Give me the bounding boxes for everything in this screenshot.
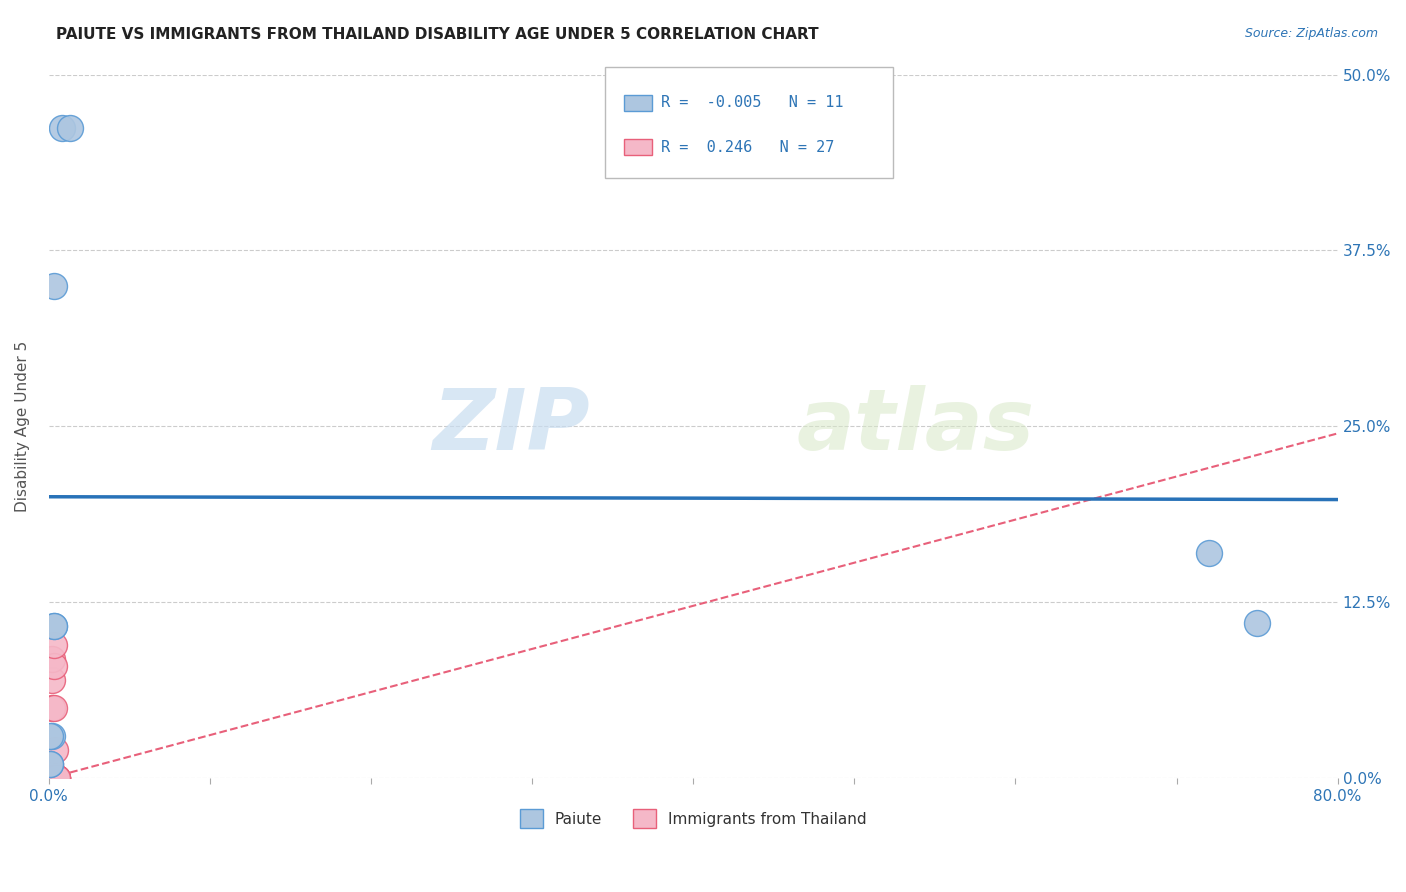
- Point: [45, 771, 67, 785]
- Point: [45, 771, 67, 785]
- Point: [1246, 616, 1268, 631]
- Point: [41, 673, 63, 687]
- Text: PAIUTE VS IMMIGRANTS FROM THAILAND DISABILITY AGE UNDER 5 CORRELATION CHART: PAIUTE VS IMMIGRANTS FROM THAILAND DISAB…: [56, 27, 818, 42]
- Point: [42, 658, 65, 673]
- Point: [39, 757, 62, 772]
- Point: [39, 771, 62, 785]
- Point: [42, 701, 65, 715]
- Point: [39, 757, 62, 772]
- Text: atlas: atlas: [796, 384, 1035, 468]
- Point: [39, 757, 62, 772]
- Text: Source: ZipAtlas.com: Source: ZipAtlas.com: [1244, 27, 1378, 40]
- Point: [42, 638, 65, 652]
- Point: [39, 771, 62, 785]
- Point: [42, 771, 65, 785]
- Point: [45, 771, 67, 785]
- Point: [1198, 546, 1220, 560]
- Point: [42, 278, 65, 293]
- Point: [44, 771, 66, 785]
- Point: [39, 771, 62, 785]
- Point: [45, 771, 67, 785]
- Point: [51, 120, 73, 135]
- Point: [41, 771, 63, 785]
- Point: [41, 701, 63, 715]
- Point: [42, 619, 65, 633]
- Point: [42, 771, 65, 785]
- Point: [59, 120, 82, 135]
- Point: [41, 729, 63, 743]
- Point: [45, 771, 67, 785]
- Text: R =  0.246   N = 27: R = 0.246 N = 27: [661, 140, 834, 154]
- Point: [41, 771, 63, 785]
- Y-axis label: Disability Age Under 5: Disability Age Under 5: [15, 341, 30, 512]
- Point: [44, 743, 66, 757]
- Point: [41, 771, 63, 785]
- Text: ZIP: ZIP: [433, 384, 591, 468]
- Point: [42, 619, 65, 633]
- Point: [39, 729, 62, 743]
- Legend: Paiute, Immigrants from Thailand: Paiute, Immigrants from Thailand: [513, 803, 873, 834]
- Point: [45, 771, 67, 785]
- Text: R =  -0.005   N = 11: R = -0.005 N = 11: [661, 95, 844, 110]
- Point: [39, 771, 62, 785]
- Point: [41, 651, 63, 665]
- Point: [39, 764, 62, 779]
- Point: [42, 771, 65, 785]
- Point: [39, 771, 62, 785]
